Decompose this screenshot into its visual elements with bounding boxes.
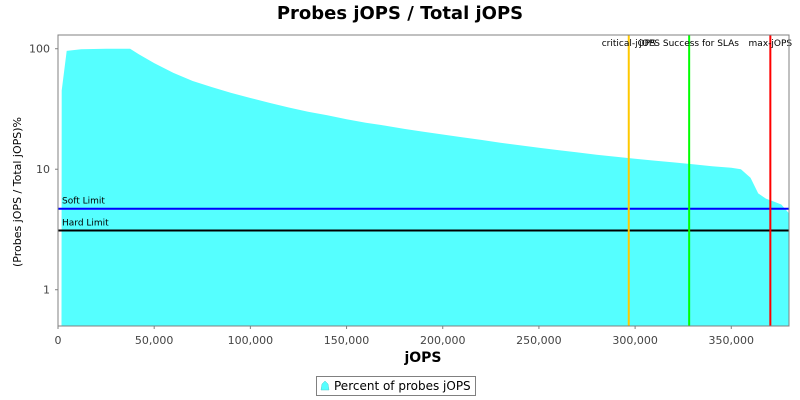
x-tick-label-1: 50,000: [135, 334, 174, 347]
x-tick-label-0: 0: [55, 334, 62, 347]
limit-label-1: Hard Limit: [62, 219, 109, 229]
marker-label-0: critical-jOPS: [602, 39, 656, 49]
chart-title: Probes jOPS / Total jOPS: [276, 3, 524, 24]
area-series-0: [61, 48, 789, 326]
legend-swatch: [320, 381, 330, 391]
x-tick-label-4: 200,000: [420, 334, 466, 347]
x-tick-label-3: 150,000: [324, 334, 370, 347]
y-axis-title: (Probes jOPS / Total jOPS)%: [11, 117, 24, 267]
legend-label: Percent of probes jOPS: [334, 379, 471, 393]
legend: Percent of probes jOPS: [316, 376, 476, 396]
marker-label-1: jOPS Success for SLAs: [638, 39, 739, 49]
x-tick-label-2: 100,000: [228, 334, 274, 347]
y-tick-label-2: 100: [29, 43, 50, 56]
x-tick-label-6: 300,000: [612, 334, 658, 347]
y-tick-label-1: 10: [36, 163, 50, 176]
x-tick-label-5: 250,000: [516, 334, 562, 347]
y-tick-label-0: 1: [43, 284, 50, 297]
x-axis-title: jOPS: [403, 350, 441, 366]
x-tick-label-7: 350,000: [709, 334, 755, 347]
marker-label-2: max-jOPS: [749, 39, 793, 49]
limit-label-0: Soft Limit: [62, 197, 105, 207]
plot-border: [57, 34, 790, 327]
